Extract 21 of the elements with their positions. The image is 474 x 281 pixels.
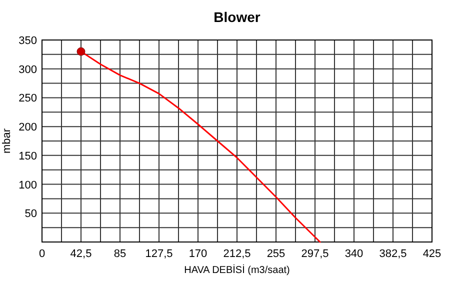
x-axis-title: HAVA DEBİSİ (m3/saat) xyxy=(184,264,290,276)
y-tick-label: 50 xyxy=(24,208,37,220)
x-tick-label: 0 xyxy=(38,248,46,260)
x-tick-label: 255 xyxy=(266,248,286,260)
y-tick-label: 300 xyxy=(18,64,37,76)
y-tick-label: 350 xyxy=(18,35,37,47)
x-tick-label: 42,5 xyxy=(70,248,92,260)
x-tick-label: 297,5 xyxy=(301,248,329,260)
y-tick-label: 100 xyxy=(18,179,37,192)
x-tick-label: 425 xyxy=(422,248,442,260)
x-tick-label: 127,5 xyxy=(145,248,173,260)
x-tick-label: 85 xyxy=(114,248,126,260)
y-tick-label: 250 xyxy=(18,92,37,105)
y-tick-label: 150 xyxy=(18,150,37,162)
x-tick-label: 382,5 xyxy=(379,248,407,260)
y-axis-title: mbar xyxy=(1,128,13,154)
x-tick-label: 170 xyxy=(188,248,208,260)
chart-title: Blower xyxy=(214,9,261,25)
y-tick-label: 200 xyxy=(18,122,37,134)
x-tick-label: 340 xyxy=(344,248,364,260)
x-tick-label: 212,5 xyxy=(223,248,251,260)
